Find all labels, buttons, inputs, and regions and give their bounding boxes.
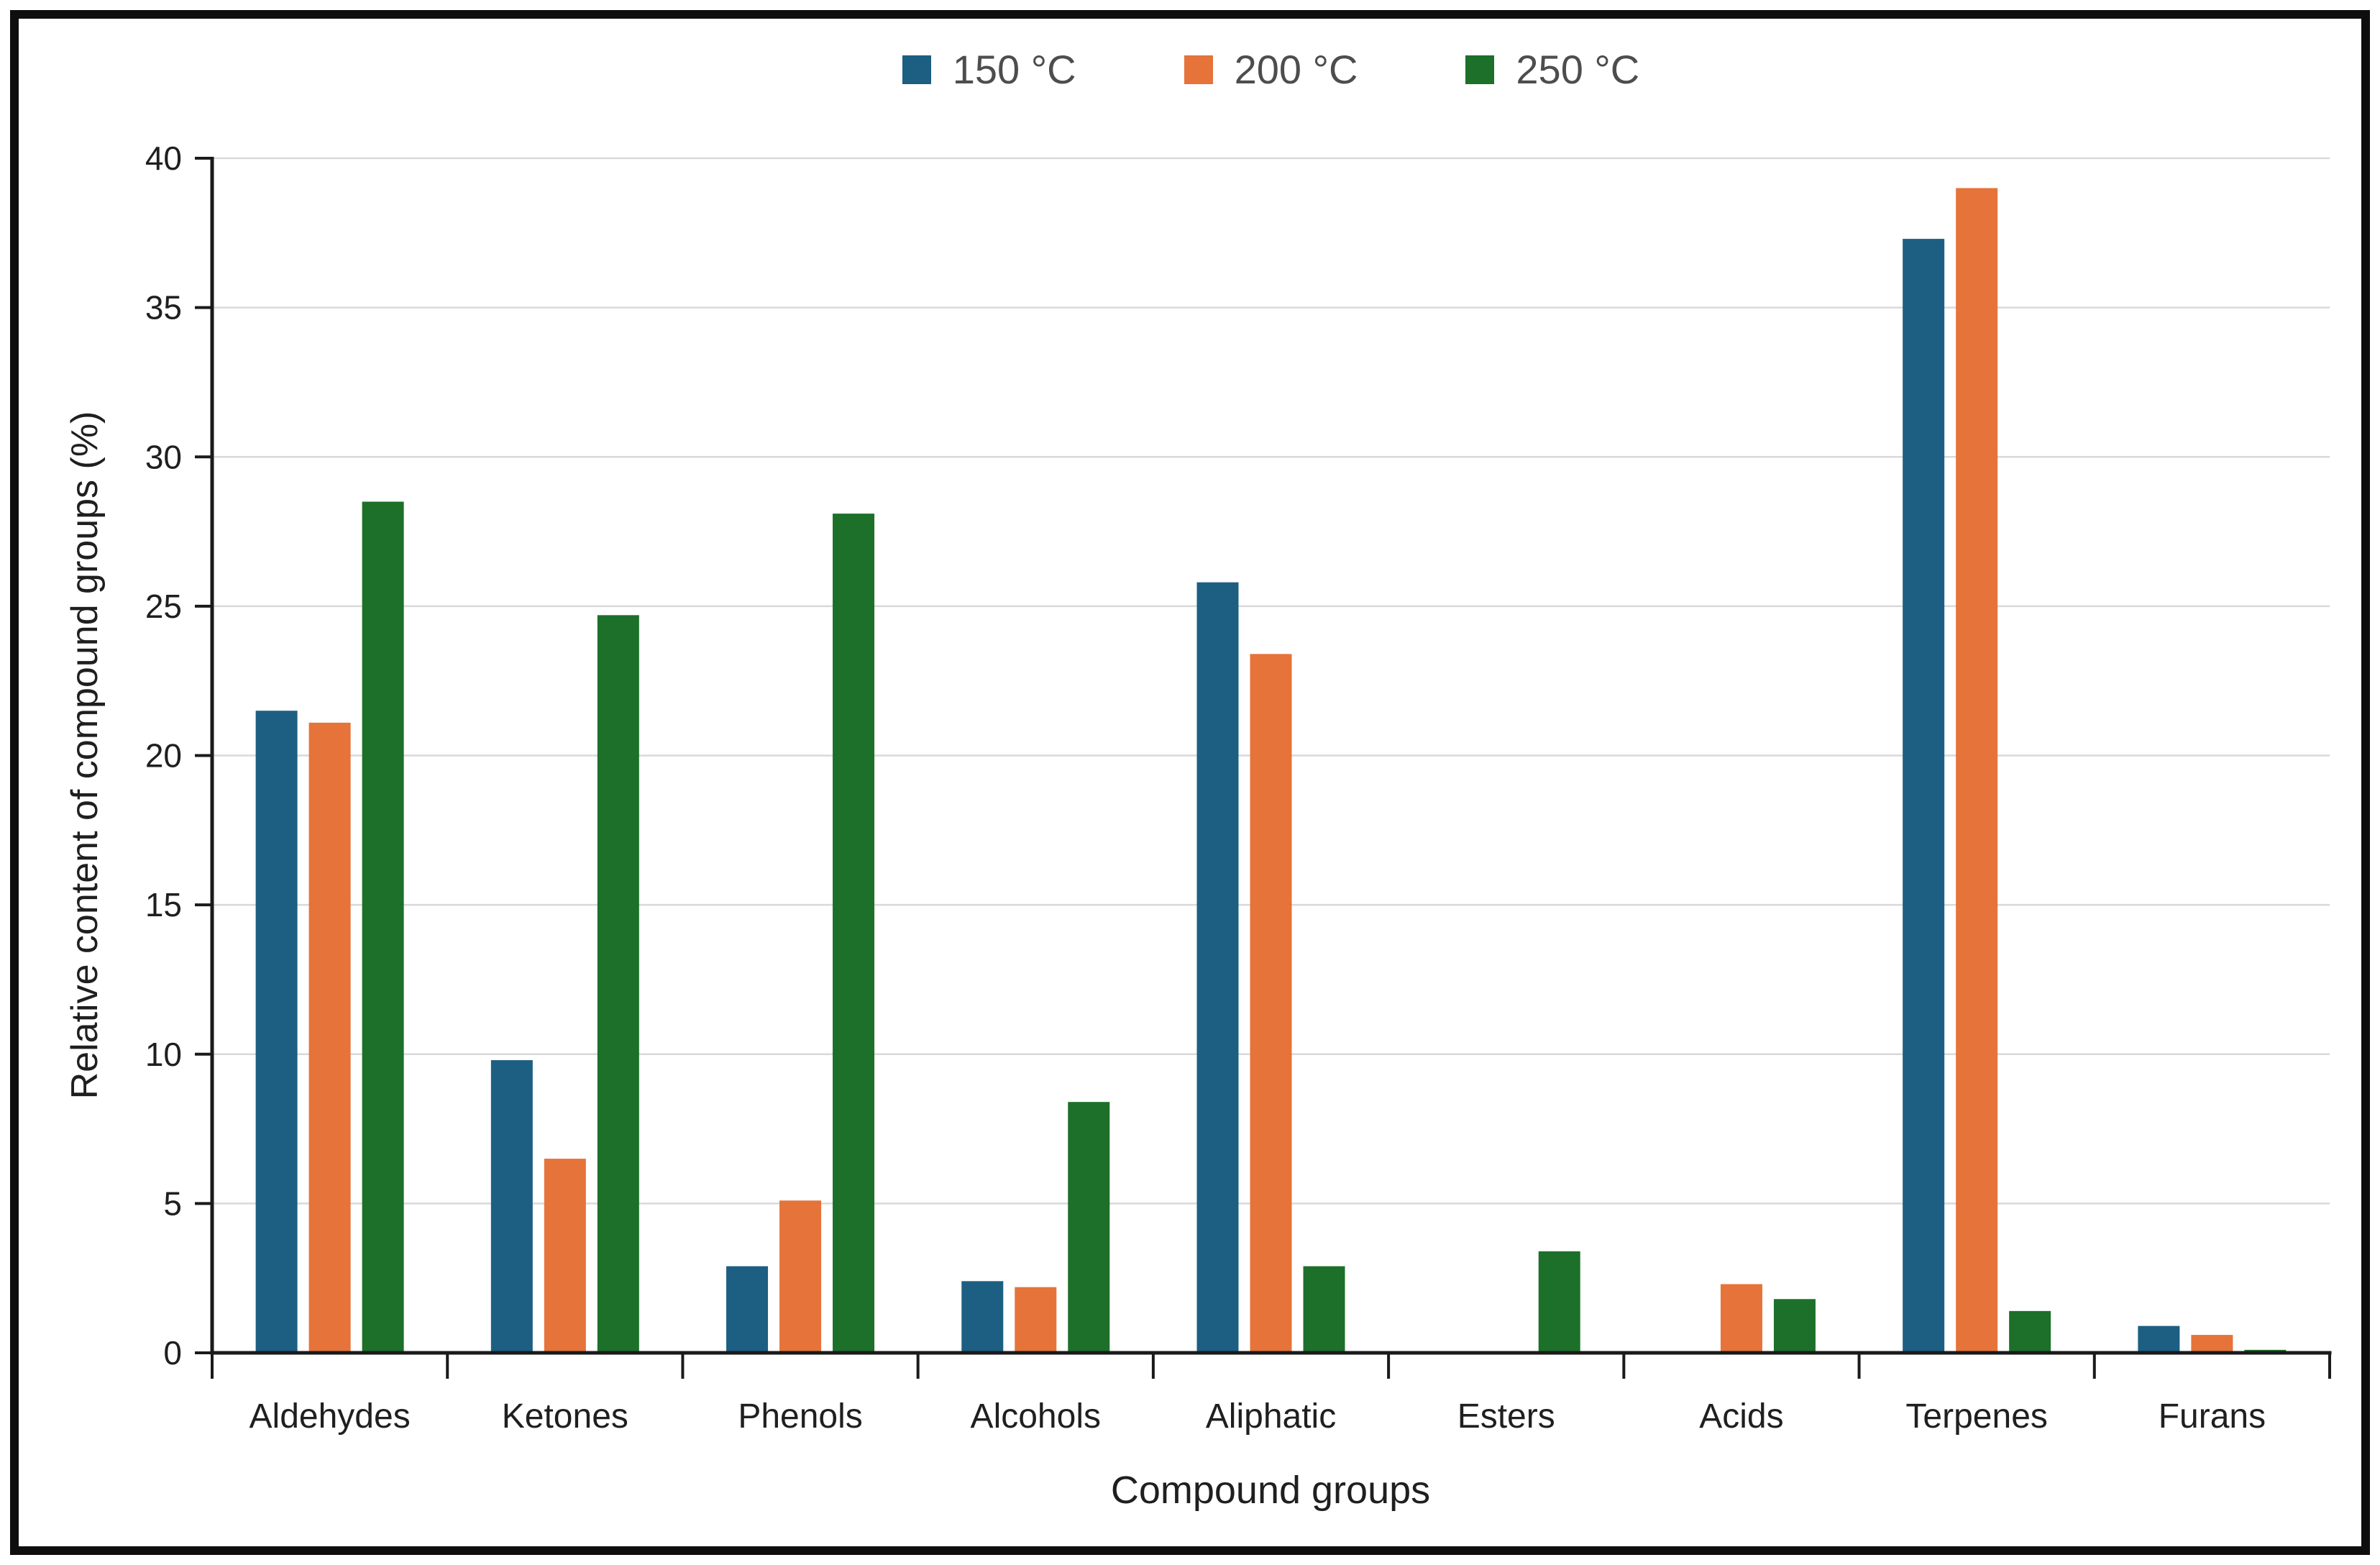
x-category-label-aldehydes: Aldehydes <box>250 1397 411 1436</box>
bar-aldehydes-250-c <box>362 501 404 1353</box>
y-tick-label-15: 15 <box>145 886 182 923</box>
bar-esters-250-c <box>1538 1251 1580 1353</box>
bar-ketones-250-c <box>597 615 639 1353</box>
legend-color-swatch-200-c <box>1184 55 1213 84</box>
bar-ketones-200-c <box>544 1159 586 1353</box>
x-category-label-aliphatic: Aliphatic <box>1206 1397 1336 1436</box>
bar-ketones-150-c <box>490 1060 533 1353</box>
bar-aliphatic-250-c <box>1303 1266 1345 1353</box>
bar-aliphatic-150-c <box>1196 582 1239 1353</box>
bar-phenols-200-c <box>779 1200 822 1353</box>
bar-phenols-250-c <box>833 514 875 1354</box>
bar-alcohols-250-c <box>1068 1102 1110 1353</box>
y-tick-label-0: 0 <box>163 1334 182 1372</box>
y-tick-label-30: 30 <box>145 438 182 475</box>
legend-item-250-c: 250 °C <box>1465 46 1639 93</box>
bar-terpenes-200-c <box>1956 188 1998 1353</box>
x-category-label-esters: Esters <box>1457 1397 1555 1436</box>
legend-label: 200 °C <box>1234 47 1358 92</box>
x-category-label-ketones: Ketones <box>502 1397 628 1436</box>
legend-label: 250 °C <box>1516 47 1640 92</box>
bar-phenols-150-c <box>726 1266 769 1353</box>
bar-terpenes-250-c <box>2009 1310 2051 1353</box>
y-tick-label-25: 25 <box>145 588 182 625</box>
legend-label: 150 °C <box>952 47 1076 92</box>
x-category-label-acids: Acids <box>1699 1397 1783 1436</box>
y-tick-label-35: 35 <box>145 289 182 327</box>
bar-acids-250-c <box>1773 1299 1816 1353</box>
bar-furans-200-c <box>2191 1335 2233 1353</box>
x-category-label-terpenes: Terpenes <box>1905 1397 2047 1436</box>
bar-aldehydes-150-c <box>255 711 298 1353</box>
legend-item-150-c: 150 °C <box>902 46 1076 93</box>
legend-item-200-c: 200 °C <box>1184 46 1358 93</box>
bar-acids-200-c <box>1720 1284 1762 1353</box>
legend-color-swatch-250-c <box>1465 55 1495 84</box>
x-category-label-phenols: Phenols <box>738 1397 862 1436</box>
y-tick-label-40: 40 <box>145 140 182 177</box>
x-category-label-furans: Furans <box>2159 1397 2266 1436</box>
x-category-label-alcohols: Alcohols <box>971 1397 1101 1436</box>
x-axis-title: Compound groups <box>1110 1469 1431 1512</box>
bar-aliphatic-200-c <box>1250 654 1292 1353</box>
y-tick-label-5: 5 <box>163 1185 182 1222</box>
bar-terpenes-150-c <box>1903 239 1945 1354</box>
bar-aldehydes-200-c <box>308 722 351 1353</box>
bar-alcohols-200-c <box>1015 1287 1057 1353</box>
bar-alcohols-150-c <box>961 1281 1004 1353</box>
legend: 150 °C 200 °C 250 °C <box>212 46 2330 93</box>
legend-color-swatch-150-c <box>902 55 931 84</box>
y-tick-label-20: 20 <box>145 737 182 775</box>
y-tick-label-10: 10 <box>145 1036 182 1073</box>
bar-furans-150-c <box>2138 1326 2180 1353</box>
